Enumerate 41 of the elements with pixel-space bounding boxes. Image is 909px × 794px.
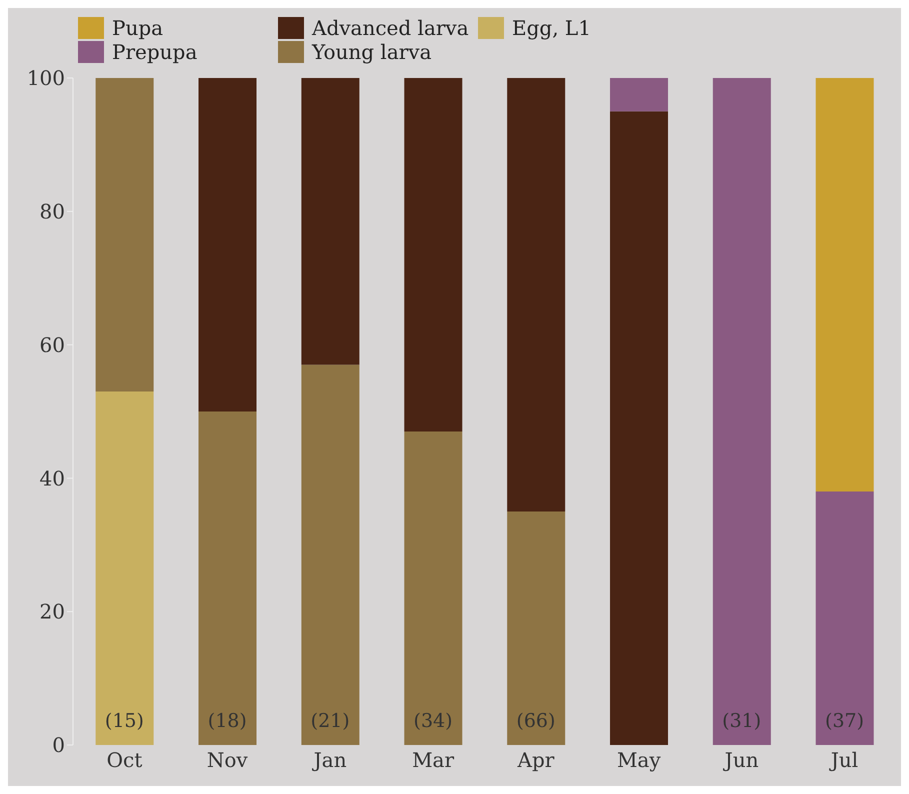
legend-label: Prepupa: [112, 40, 198, 64]
bar: [198, 78, 257, 412]
bar: [712, 78, 771, 745]
y-tick-label: 60: [40, 332, 65, 357]
bar: [816, 78, 874, 492]
annotation: (21): [310, 710, 350, 732]
legend-label: Egg, L1: [512, 16, 591, 40]
bar: [610, 111, 668, 745]
x-tick-label: Mar: [412, 748, 454, 772]
bar: [507, 512, 566, 745]
bar: [404, 78, 462, 432]
y-tick-label: 20: [40, 600, 65, 624]
bar: [507, 78, 566, 512]
y-tick-label: 40: [40, 466, 65, 490]
annotation: (37): [825, 710, 864, 732]
y-tick-label: 0: [52, 733, 65, 758]
x-tick-label: May: [616, 748, 662, 772]
bar: [301, 364, 360, 745]
bar: [301, 78, 360, 365]
bar: [96, 391, 154, 745]
x-tick-label: Jul: [828, 748, 858, 772]
x-tick-label: Apr: [516, 748, 555, 772]
annotation: (34): [414, 710, 453, 732]
y-tick-label: 100: [26, 66, 65, 90]
annotation: (15): [104, 710, 144, 732]
annotation: (31): [722, 710, 762, 732]
x-tick-label: Jun: [722, 748, 759, 772]
legend-label: Young larva: [312, 40, 432, 64]
bar: [96, 78, 154, 392]
y-tick-label: 80: [40, 200, 65, 224]
bar: [610, 78, 668, 112]
x-tick-label: Nov: [206, 748, 248, 772]
annotation: (18): [208, 710, 247, 732]
legend-label: Pupa: [112, 16, 164, 40]
bar: [816, 492, 874, 745]
x-tick-label: Oct: [106, 748, 142, 772]
annotation: (66): [516, 710, 556, 732]
bar: [404, 432, 462, 745]
bar: [198, 412, 257, 745]
legend-label: Advanced larva: [312, 16, 469, 40]
x-tick-label: Jan: [312, 748, 347, 772]
